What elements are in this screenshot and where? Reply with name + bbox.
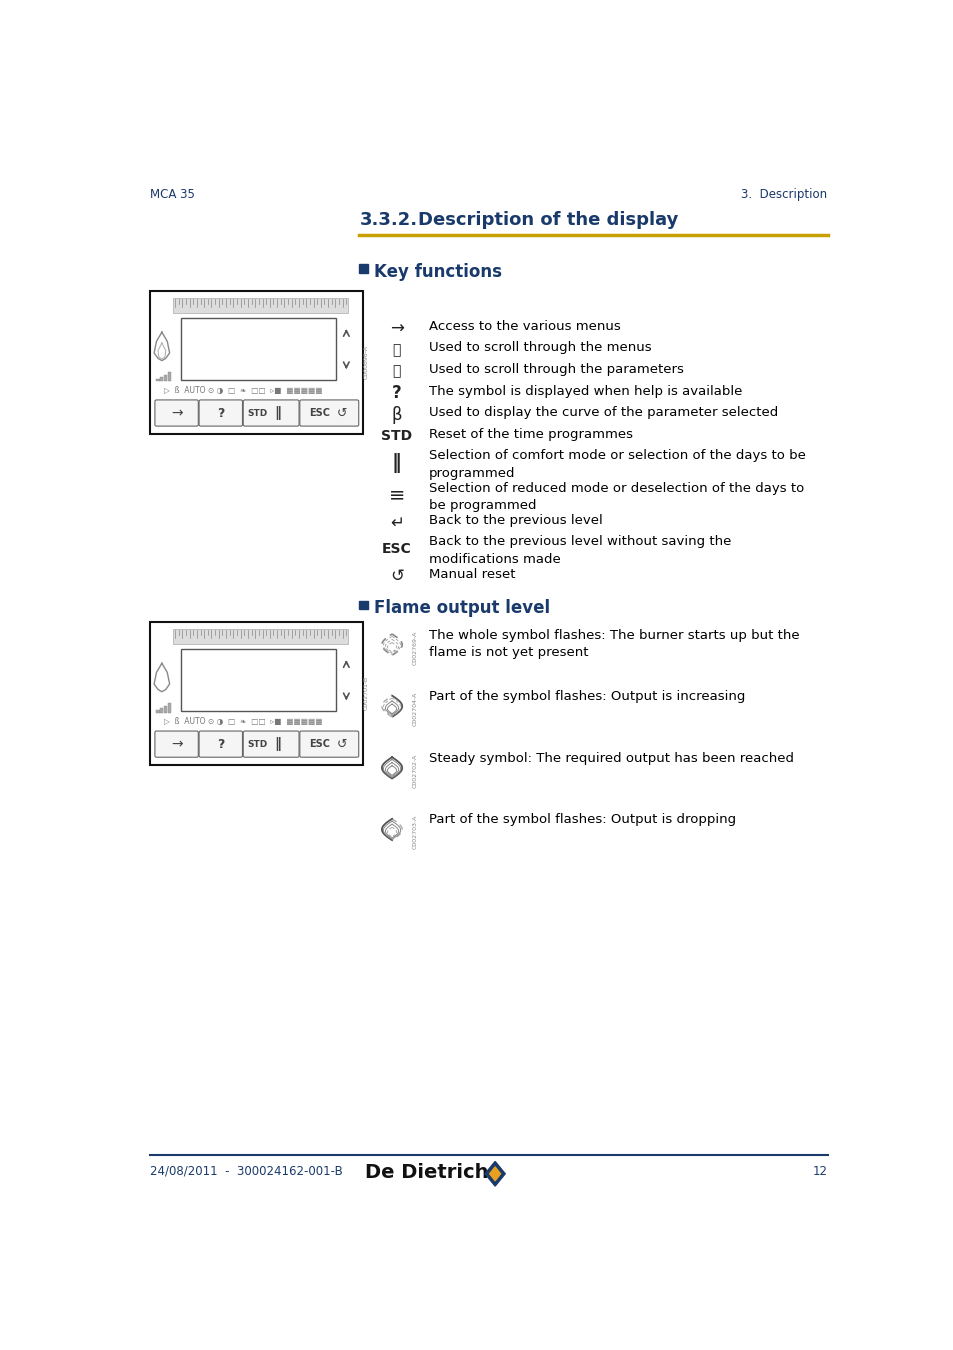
Text: STD: STD xyxy=(247,409,267,417)
Text: ESC: ESC xyxy=(381,543,411,556)
Bar xyxy=(168,703,171,713)
Text: ?: ? xyxy=(392,383,401,402)
FancyBboxPatch shape xyxy=(299,732,358,757)
Bar xyxy=(160,707,163,713)
Text: ‖: ‖ xyxy=(392,454,401,472)
Text: ↺: ↺ xyxy=(390,567,403,586)
FancyBboxPatch shape xyxy=(199,400,242,427)
Text: ↺: ↺ xyxy=(336,406,347,420)
Text: Used to scroll through the menus: Used to scroll through the menus xyxy=(429,342,651,355)
Text: 📄: 📄 xyxy=(392,343,400,356)
Bar xyxy=(359,265,368,273)
Text: C000898-A: C000898-A xyxy=(363,346,368,379)
Bar xyxy=(150,622,363,765)
Text: Selection of reduced mode or deselection of the days to
be programmed: Selection of reduced mode or deselection… xyxy=(429,482,803,512)
Bar xyxy=(173,629,348,644)
Text: STD: STD xyxy=(381,429,412,443)
Bar xyxy=(150,292,363,433)
Text: →: → xyxy=(171,737,182,751)
Text: Back to the previous level: Back to the previous level xyxy=(429,514,602,526)
Text: C002702-A: C002702-A xyxy=(413,753,417,788)
FancyBboxPatch shape xyxy=(243,400,298,427)
Text: 12: 12 xyxy=(812,1165,827,1177)
Text: ↵: ↵ xyxy=(390,513,403,532)
Text: The symbol is displayed when help is available: The symbol is displayed when help is ava… xyxy=(429,385,741,397)
Text: ‖: ‖ xyxy=(274,406,281,420)
FancyBboxPatch shape xyxy=(299,400,358,427)
FancyBboxPatch shape xyxy=(243,732,298,757)
Bar xyxy=(181,319,335,379)
Text: ▷  ß  AUTO ⊙ ◑  □  ❧  □□  ▹■  ▦▦▦▦▦: ▷ ß AUTO ⊙ ◑ □ ❧ □□ ▹■ ▦▦▦▦▦ xyxy=(164,386,322,396)
Text: Back to the previous level without saving the
modifications made: Back to the previous level without savin… xyxy=(429,536,731,566)
Bar xyxy=(160,377,163,382)
Text: Manual reset: Manual reset xyxy=(429,568,516,580)
Text: STD: STD xyxy=(247,740,267,749)
Text: C002703-A: C002703-A xyxy=(413,815,417,849)
Text: ≡: ≡ xyxy=(388,486,404,505)
Text: →: → xyxy=(171,406,182,420)
Text: 24/08/2011  -  300024162-001-B: 24/08/2011 - 300024162-001-B xyxy=(150,1165,343,1177)
FancyBboxPatch shape xyxy=(154,732,198,757)
Bar xyxy=(156,379,159,382)
Text: ?: ? xyxy=(217,737,224,751)
FancyBboxPatch shape xyxy=(199,732,242,757)
Text: Reset of the time programmes: Reset of the time programmes xyxy=(429,428,633,440)
Text: Part of the symbol flashes: Output is dropping: Part of the symbol flashes: Output is dr… xyxy=(429,814,736,826)
Polygon shape xyxy=(484,1161,505,1187)
Text: Key functions: Key functions xyxy=(374,263,501,281)
Text: Used to scroll through the parameters: Used to scroll through the parameters xyxy=(429,363,683,375)
Bar xyxy=(164,374,167,382)
Text: C002704-A: C002704-A xyxy=(413,691,417,726)
Text: Access to the various menus: Access to the various menus xyxy=(429,320,620,333)
Text: Steady symbol: The required output has been reached: Steady symbol: The required output has b… xyxy=(429,752,794,765)
Bar xyxy=(156,710,159,713)
Text: Used to display the curve of the parameter selected: Used to display the curve of the paramet… xyxy=(429,406,778,418)
Text: C002701-B: C002701-B xyxy=(363,676,368,710)
Text: Description of the display: Description of the display xyxy=(417,211,678,230)
Text: 3.  Description: 3. Description xyxy=(740,188,827,201)
Text: ↺: ↺ xyxy=(336,737,347,751)
Text: Part of the symbol flashes: Output is increasing: Part of the symbol flashes: Output is in… xyxy=(429,690,745,703)
FancyBboxPatch shape xyxy=(154,400,198,427)
Text: ▷  ß  AUTO ⊙ ◑  □  ❧  □□  ▹■  ▦▦▦▦▦: ▷ ß AUTO ⊙ ◑ □ ❧ □□ ▹■ ▦▦▦▦▦ xyxy=(164,717,322,726)
Text: C002769-A: C002769-A xyxy=(413,630,417,664)
Polygon shape xyxy=(489,1166,500,1181)
Text: →: → xyxy=(390,320,403,338)
Bar xyxy=(359,601,368,609)
Text: ESC: ESC xyxy=(309,738,330,749)
Text: 📄: 📄 xyxy=(392,364,400,378)
Bar xyxy=(173,297,348,313)
Text: MCA 35: MCA 35 xyxy=(150,188,195,201)
Text: ?: ? xyxy=(217,406,224,420)
Text: Selection of comfort mode or selection of the days to be
programmed: Selection of comfort mode or selection o… xyxy=(429,450,805,479)
Text: The whole symbol flashes: The burner starts up but the
flame is not yet present: The whole symbol flashes: The burner sta… xyxy=(429,629,799,659)
Bar xyxy=(164,706,167,713)
Text: Flame output level: Flame output level xyxy=(374,599,550,617)
Bar xyxy=(181,649,335,711)
Bar xyxy=(168,373,171,382)
Text: De Dietrich: De Dietrich xyxy=(365,1162,488,1183)
Text: ‖: ‖ xyxy=(274,737,281,751)
Text: 3.3.2.: 3.3.2. xyxy=(359,211,417,230)
Text: ESC: ESC xyxy=(309,408,330,418)
Text: β: β xyxy=(391,405,401,424)
